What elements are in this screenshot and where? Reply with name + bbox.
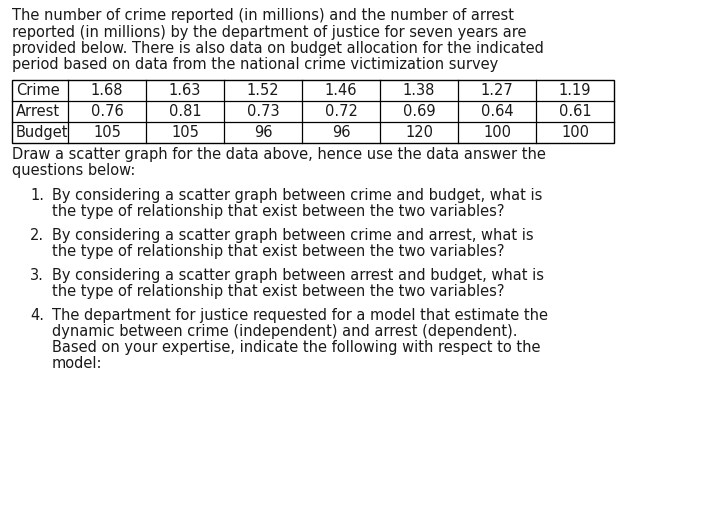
Text: 0.64: 0.64 [481,104,513,119]
Text: 105: 105 [171,125,199,140]
Text: 1.63: 1.63 [169,83,201,98]
Text: 0.72: 0.72 [325,104,358,119]
Text: 96: 96 [332,125,351,140]
Text: Crime: Crime [16,83,60,98]
Text: 4.: 4. [30,308,44,323]
Text: By considering a scatter graph between crime and budget, what is: By considering a scatter graph between c… [52,188,542,203]
Text: period based on data from the national crime victimization survey: period based on data from the national c… [12,57,498,73]
Bar [12,80,614,143]
Text: 96: 96 [253,125,272,140]
Text: Based on your expertise, indicate the following with respect to the: Based on your expertise, indicate the fo… [52,340,541,355]
Text: Budget: Budget [16,125,68,140]
Text: 0.61: 0.61 [559,104,591,119]
Text: 100: 100 [483,125,511,140]
Text: 1.19: 1.19 [559,83,591,98]
Text: 1.38: 1.38 [403,83,435,98]
Text: By considering a scatter graph between crime and arrest, what is: By considering a scatter graph between c… [52,228,534,243]
Text: 105: 105 [93,125,121,140]
Text: 1.68: 1.68 [91,83,123,98]
Text: 1.52: 1.52 [246,83,279,98]
Text: The number of crime reported (in millions) and the number of arrest: The number of crime reported (in million… [12,8,514,23]
Text: provided below. There is also data on budget allocation for the indicated: provided below. There is also data on bu… [12,41,544,56]
Text: 1.46: 1.46 [325,83,357,98]
Text: 0.73: 0.73 [246,104,279,119]
Text: 1.: 1. [30,188,44,203]
Text: Draw a scatter graph for the data above, hence use the data answer the: Draw a scatter graph for the data above,… [12,147,546,162]
Text: Arrest: Arrest [16,104,60,119]
Text: 120: 120 [405,125,433,140]
Text: 0.81: 0.81 [169,104,201,119]
Text: 1.27: 1.27 [481,83,513,98]
Text: By considering a scatter graph between arrest and budget, what is: By considering a scatter graph between a… [52,268,544,283]
Text: 0.76: 0.76 [91,104,123,119]
Text: the type of relationship that exist between the two variables?: the type of relationship that exist betw… [52,244,505,259]
Text: 100: 100 [561,125,589,140]
Text: 2.: 2. [30,228,44,243]
Text: The department for justice requested for a model that estimate the: The department for justice requested for… [52,308,548,323]
Text: questions below:: questions below: [12,164,135,179]
Text: reported (in millions) by the department of justice for seven years are: reported (in millions) by the department… [12,24,527,39]
Text: the type of relationship that exist between the two variables?: the type of relationship that exist betw… [52,284,505,299]
Text: the type of relationship that exist between the two variables?: the type of relationship that exist betw… [52,204,505,219]
Text: dynamic between crime (independent) and arrest (dependent).: dynamic between crime (independent) and … [52,324,517,339]
Text: 3.: 3. [30,268,44,283]
Text: model:: model: [52,356,103,371]
Text: 0.69: 0.69 [403,104,435,119]
